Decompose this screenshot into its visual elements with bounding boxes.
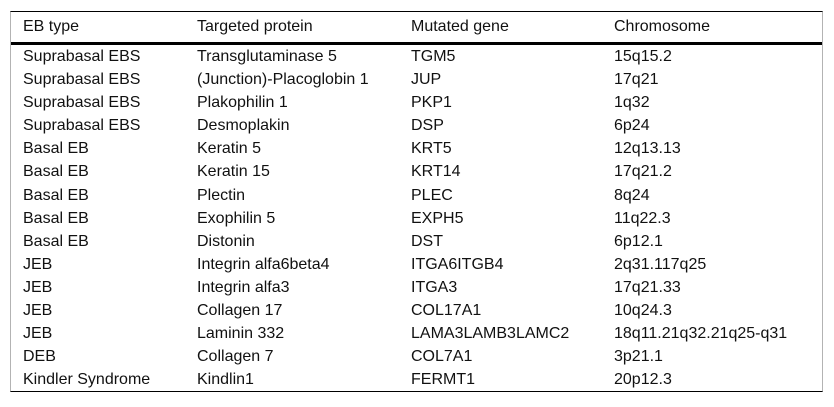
cell-chromosome: 20p12.3 [614, 371, 672, 389]
cell-targeted-protein: Kindlin1 [197, 371, 254, 389]
cell-mutated-gene: ITGA6ITGB4 [411, 255, 504, 273]
cell-targeted-protein: Collagen 17 [197, 302, 283, 320]
cell-targeted-protein: Desmoplakin [197, 117, 290, 135]
cell-chromosome: 15q15.2 [614, 48, 672, 65]
cell-eb-type: Suprabasal EBS [23, 71, 141, 89]
cell-eb-type: Kindler Syndrome [23, 371, 151, 389]
cell-chromosome: 6p24 [614, 117, 650, 135]
table-row: Suprabasal EBS Transglutaminase 5 TGM5 15q1… [11, 44, 822, 69]
column-header-targeted-protein: Targeted protein [185, 12, 399, 45]
cell-targeted-protein: Distonin [197, 232, 255, 250]
cell-chromosome: 2q31.117q25 [614, 255, 707, 273]
cell-mutated-gene: TGM5 [411, 48, 456, 65]
cell-eb-type: JEB [23, 255, 53, 273]
cell-eb-type: DEB [23, 348, 56, 366]
cell-targeted-protein: Keratin 15 [197, 163, 270, 181]
cell-targeted-protein: Integrin alfa3 [197, 278, 290, 296]
cell-mutated-gene: DSP [411, 117, 444, 135]
cell-chromosome: 10q24.3 [614, 302, 672, 320]
cell-targeted-protein: Keratin 5 [197, 140, 262, 158]
cell-targeted-protein: Plectin [197, 186, 246, 204]
cell-targeted-protein: Plakophilin 1 [197, 94, 288, 112]
table-row: Basal EB Distonin DST 6p12.1 [11, 230, 822, 253]
cell-targeted-protein: Collagen 7 [197, 348, 274, 366]
cell-targeted-protein: Transglutaminase 5 [197, 48, 337, 65]
cell-targeted-protein: Laminin 332 [197, 325, 285, 343]
cell-chromosome: 12q13.13 [614, 140, 681, 158]
cell-mutated-gene: PKP1 [411, 94, 452, 112]
cell-eb-type: Basal EB [23, 209, 89, 227]
cell-chromosome: 3p21.1 [614, 348, 663, 366]
table-body: Suprabasal EBS Transglutaminase 5 TGM5 15q1… [11, 44, 822, 392]
cell-targeted-protein: Integrin alfa6beta4 [197, 255, 330, 273]
eb-gene-table: EB type Targeted protein Mutated gene Ch… [10, 11, 823, 393]
cell-eb-type: Basal EB [23, 186, 89, 204]
table-header-row: EB type Targeted protein Mutated gene Ch… [11, 12, 822, 45]
cell-chromosome: 17q21.2 [614, 163, 672, 181]
table-row: DEB Collagen 7 COL7A1 3p21.1 [11, 345, 822, 368]
column-header-mutated-gene: Mutated gene [399, 12, 602, 45]
cell-targeted-protein: (Junction)-Placoglobin 1 [197, 71, 369, 89]
table-row: Suprabasal EBS (Junction)-Placoglobin 1 JU… [11, 68, 822, 91]
cell-chromosome: 17q21.33 [614, 278, 681, 296]
cell-mutated-gene: KRT5 [411, 140, 452, 158]
cell-chromosome: 11q22.3 [614, 209, 671, 227]
table-row: JEB Laminin 332 LAMA3LAMB3LAMC2 18q11.21q32… [11, 322, 822, 345]
cell-mutated-gene: LAMA3LAMB3LAMC2 [411, 325, 570, 343]
data-table: EB type Targeted protein Mutated gene Ch… [11, 12, 822, 391]
cell-eb-type: Basal EB [23, 163, 89, 181]
table-row: Suprabasal EBS Desmoplakin DSP 6p24 [11, 114, 822, 137]
cell-chromosome: 17q21 [614, 71, 659, 89]
cell-mutated-gene: DST [411, 232, 443, 250]
cell-chromosome: 18q11.21q32.21q25-q31 [614, 325, 788, 343]
cell-chromosome: 1q32 [614, 94, 650, 112]
table-row: Suprabasal EBS Plakophilin 1 PKP1 1q32 [11, 91, 822, 114]
column-header-chromosome: Chromosome [602, 12, 822, 45]
table-row: JEB Integrin alfa6beta4 ITGA6ITGB4 2q31.117… [11, 253, 822, 276]
cell-eb-type: Suprabasal EBS [23, 94, 141, 112]
cell-mutated-gene: COL7A1 [411, 348, 473, 366]
table-row: Basal EB Exophilin 5 EXPH5 11q22.3 [11, 207, 822, 230]
table-row: JEB Integrin alfa3 ITGA3 17q21.33 [11, 276, 822, 299]
cell-mutated-gene: EXPH5 [411, 209, 464, 227]
table-row: Basal EB Keratin 15 KRT14 17q21.2 [11, 160, 822, 183]
column-header-eb-type: EB type [11, 12, 185, 45]
cell-eb-type: JEB [23, 325, 53, 343]
cell-eb-type: JEB [23, 302, 53, 320]
cell-mutated-gene: FERMT1 [411, 371, 475, 389]
cell-eb-type: Suprabasal EBS [23, 117, 141, 135]
cell-mutated-gene: KRT14 [411, 163, 461, 181]
table-row: JEB Collagen 17 COL17A1 10q24.3 [11, 299, 822, 322]
cell-mutated-gene: PLEC [411, 186, 453, 204]
cell-mutated-gene: ITGA3 [411, 278, 458, 296]
cell-mutated-gene: COL17A1 [411, 302, 482, 320]
table-row: Basal EB Keratin 5 KRT5 12q13.13 [11, 137, 822, 160]
cell-targeted-protein: Exophilin 5 [197, 209, 276, 227]
cell-eb-type: Basal EB [23, 232, 89, 250]
table-row: Kindler Syndrome Kindlin1 FERMT1 20p12.3 [11, 368, 822, 391]
cell-eb-type: JEB [23, 278, 53, 296]
cell-eb-type: Suprabasal EBS [23, 48, 141, 65]
table-row: Basal EB Plectin PLEC 8q24 [11, 184, 822, 207]
cell-eb-type: Basal EB [23, 140, 89, 158]
cell-mutated-gene: JUP [411, 71, 442, 89]
cell-chromosome: 8q24 [614, 186, 650, 204]
cell-chromosome: 6p12.1 [614, 232, 663, 250]
